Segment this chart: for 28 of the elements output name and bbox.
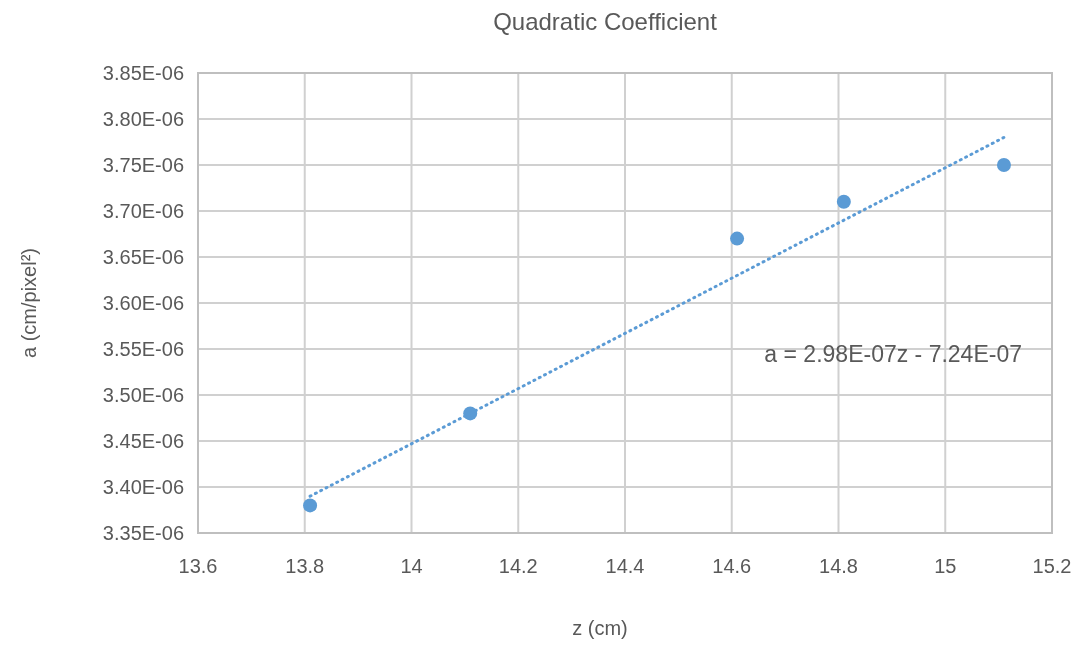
y-tick-label: 3.45E-06: [102, 430, 184, 452]
point: [303, 498, 318, 513]
y-tick-label: 3.40E-06: [102, 476, 184, 498]
x-tick-label: 15.2: [1032, 555, 1072, 577]
x-tick-label: 15: [934, 555, 957, 577]
x-tick-label: 14.2: [498, 555, 538, 577]
y-tick-label: 3.60E-06: [102, 292, 184, 314]
point: [996, 158, 1011, 172]
x-tick-label: 14.6: [712, 555, 752, 577]
x-tick-label: 13.8: [285, 555, 325, 577]
y-axis-title: a (cm/pixel²): [18, 247, 40, 359]
chart-title: Quadratic Coefficient: [493, 8, 718, 35]
y-tick-label: 3.55E-06: [102, 338, 184, 360]
y-tick-label: 3.75E-06: [102, 154, 184, 176]
x-tick-label: 14.8: [819, 555, 858, 577]
x-axis-title: z (cm): [572, 617, 628, 639]
y-tick-label: 3.50E-06: [102, 384, 184, 406]
y-tick-label: 3.65E-06: [102, 246, 184, 268]
x-tick-label: 13.6: [178, 555, 218, 577]
point: [730, 231, 745, 246]
x-tick-label: 14.4: [605, 555, 645, 577]
y-tick-label: 3.80E-06: [102, 108, 184, 130]
point: [836, 194, 851, 209]
x-tick-label: 14: [400, 555, 423, 577]
y-tick-label: 3.35E-06: [102, 522, 184, 544]
y-tick-label: 3.70E-06: [102, 200, 184, 222]
annotation: a = 2.98E-07z - 7.24E-07: [764, 341, 1022, 367]
y-tick-label: 3.85E-06: [102, 62, 184, 84]
